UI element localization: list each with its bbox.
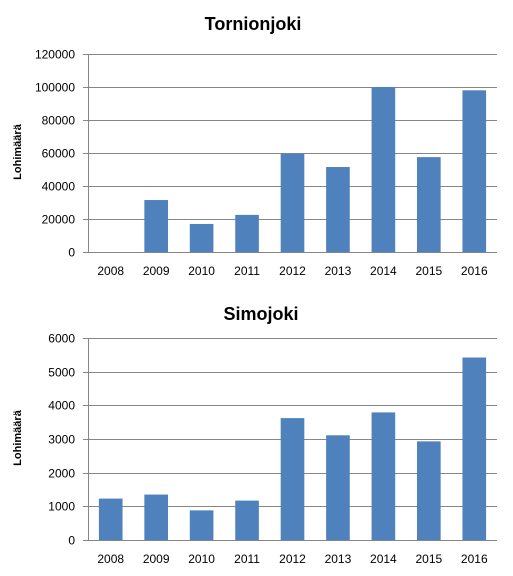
y-tick-label: 40000 (42, 180, 76, 194)
bar (462, 90, 487, 252)
y-tick-label: 80000 (42, 114, 76, 128)
x-tick-label: 2015 (415, 552, 442, 566)
chart-svg: Simojoki Lohimäärä 0 1000 2000 3000 4000 5000… (12, 304, 497, 566)
bar (144, 494, 168, 540)
chart-title: Tornionjoki (205, 14, 302, 34)
x-tick-label: 2014 (370, 264, 397, 278)
y-ticks: 0 1000 2000 3000 4000 5000 6000 (48, 332, 75, 548)
chart-simojoki: Simojoki Lohimäärä 0 1000 2000 3000 4000 5000… (0, 288, 513, 576)
bar (417, 157, 441, 252)
chart-svg: Tornionjoki Lohimäärä 0 20000 40000 60000 80… (12, 14, 497, 278)
bar (235, 214, 259, 252)
x-tick-label: 2016 (461, 552, 488, 566)
y-tick-label: 100000 (35, 81, 75, 95)
bars (98, 357, 487, 540)
y-tick-label: 0 (68, 246, 75, 260)
y-tick-label: 4000 (48, 399, 75, 413)
y-axis-label: Lohimäärä (12, 409, 24, 466)
x-tick-label: 2008 (97, 552, 124, 566)
y-axis-label: Lohimäärä (12, 123, 24, 180)
bars (144, 87, 487, 252)
x-tick-label: 2014 (370, 552, 397, 566)
bar (326, 435, 350, 540)
x-tick-label: 2010 (188, 552, 215, 566)
x-tick-label: 2015 (415, 264, 442, 278)
x-tick-label: 2009 (143, 552, 170, 566)
x-tick-label: 2009 (143, 264, 170, 278)
x-ticks: 2008 2009 2010 2011 2012 2013 2014 2015 2016 (97, 552, 488, 566)
bar (189, 223, 214, 252)
bar (144, 200, 168, 252)
y-tick-label: 5000 (48, 366, 75, 380)
y-tick-label: 6000 (48, 332, 75, 346)
x-tick-label: 2016 (461, 264, 488, 278)
y-tick-label: 1000 (48, 500, 75, 514)
y-tick-label: 60000 (42, 147, 76, 161)
x-tick-label: 2008 (97, 264, 124, 278)
x-tick-label: 2011 (234, 264, 260, 278)
y-ticks: 0 20000 40000 60000 80000 100000 120000 (35, 48, 75, 260)
bar (280, 418, 305, 540)
x-tick-label: 2012 (279, 264, 306, 278)
bar (235, 500, 259, 540)
bar (280, 153, 305, 252)
y-tick-label: 2000 (48, 467, 75, 481)
y-tick-label: 0 (68, 534, 75, 548)
bar (189, 510, 214, 540)
x-tick-label: 2012 (279, 552, 306, 566)
x-tick-label: 2010 (188, 264, 215, 278)
bar (98, 498, 123, 540)
chart-tornionjoki: Tornionjoki Lohimäärä 0 20000 40000 60000 80… (12, 14, 497, 278)
bar (326, 167, 350, 252)
y-tick-label: 120000 (35, 48, 75, 62)
x-tick-label: 2013 (325, 264, 352, 278)
x-tick-label: 2011 (234, 552, 260, 566)
x-tick-label: 2013 (325, 552, 352, 566)
bar (371, 412, 396, 540)
y-tick-label: 20000 (42, 213, 76, 227)
y-tick-label: 3000 (48, 433, 75, 447)
x-ticks: 2008 2009 2010 2011 2012 2013 2014 2015 2016 (97, 264, 488, 278)
chart-title: Simojoki (223, 304, 298, 324)
bar (417, 441, 441, 540)
bar (371, 87, 396, 252)
bar (462, 357, 487, 540)
